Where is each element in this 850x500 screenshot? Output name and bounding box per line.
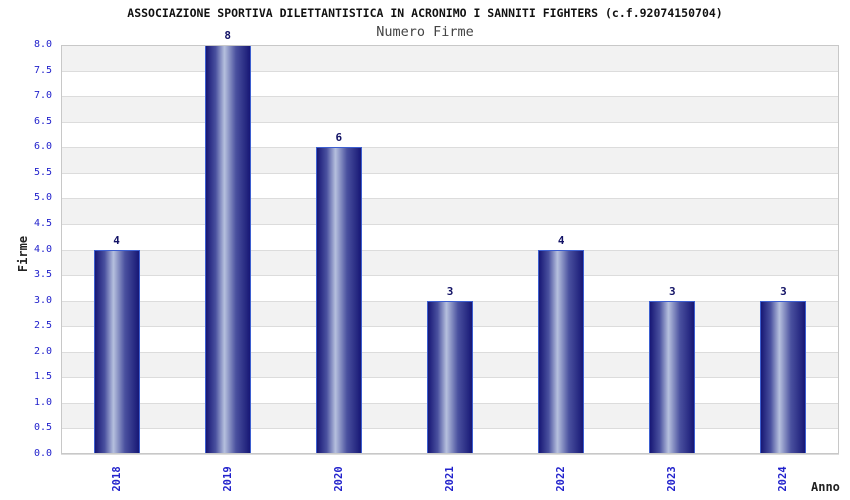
- gridline: [61, 70, 839, 72]
- plot-area: 4 8 6 3 4 3 3: [61, 30, 839, 455]
- gridline: [61, 172, 839, 174]
- y-tick-label: 7.5: [33, 64, 52, 76]
- y-tick-label: 6.5: [33, 115, 52, 127]
- y-tick-label: 0.0: [33, 448, 52, 459]
- bar-value-label: 3: [668, 284, 676, 298]
- y-tick-label: 5.0: [33, 192, 52, 204]
- plot-band: [61, 223, 839, 250]
- x-tick-label: 2021: [444, 466, 456, 492]
- bar-value-label: 3: [780, 284, 787, 298]
- y-tick-label: 4.0: [33, 243, 52, 255]
- gridline: [61, 147, 839, 149]
- bar-2018: [93, 249, 140, 454]
- x-tick-label: 2022: [555, 466, 568, 492]
- bar-value-label: 6: [335, 131, 343, 145]
- bar-2020: [315, 147, 362, 454]
- plot-band: [61, 121, 839, 148]
- x-axis-title: Anno: [811, 480, 840, 494]
- y-tick-label: 0.5: [33, 422, 52, 434]
- chart-title: ASSOCIAZIONE SPORTIVA DILETTANTISTICA IN…: [127, 6, 723, 20]
- y-tick-label: 7.0: [33, 90, 52, 102]
- bar-2024: [760, 300, 807, 454]
- plot-band: [61, 45, 839, 71]
- plot-band: [61, 275, 839, 301]
- plot-band: [61, 249, 839, 276]
- gridline: [61, 45, 839, 46]
- y-tick-label: 1.5: [33, 371, 52, 383]
- y-tick-label: 3.0: [33, 294, 52, 306]
- gridline: [61, 198, 839, 200]
- plot-band: [61, 198, 839, 224]
- chart-subtitle: Numero Firme: [376, 24, 474, 40]
- bar-2023: [649, 300, 696, 454]
- x-tick-label: 2018: [110, 466, 123, 492]
- bar-value-label: 8: [224, 29, 232, 42]
- y-tick-label: 1.0: [33, 396, 52, 408]
- gridline: [61, 121, 839, 123]
- gridline: [61, 223, 839, 225]
- gridline: [61, 96, 839, 98]
- bar-value-label: 4: [557, 233, 565, 247]
- bar-2019: [204, 45, 251, 454]
- y-tick-label: 4.5: [33, 217, 52, 229]
- bar-value-label: 3: [446, 284, 454, 298]
- gridline: [61, 275, 839, 277]
- y-tick-label: 2.0: [33, 345, 52, 357]
- x-tick-label: 2019: [221, 466, 234, 492]
- plot-band: [61, 172, 839, 199]
- plot-band: [61, 70, 839, 97]
- y-tick-label: 2.5: [33, 320, 52, 332]
- y-tick-label: 3.5: [33, 269, 52, 281]
- x-tick-label: 2020: [332, 466, 345, 492]
- y-tick-label: 6.0: [33, 141, 52, 153]
- bar-value-label: 4: [113, 233, 120, 247]
- plot-band: [61, 147, 839, 173]
- bar-2022: [538, 249, 585, 454]
- x-tick-label: 2023: [666, 466, 679, 492]
- y-tick-label: 8.0: [33, 39, 52, 50]
- plot-band: [61, 96, 839, 122]
- y-tick-label: 5.5: [33, 166, 52, 178]
- gridline: [61, 249, 839, 251]
- bar-2021: [427, 300, 473, 454]
- x-tick-label: 2024: [777, 466, 790, 492]
- gridline: [61, 454, 839, 455]
